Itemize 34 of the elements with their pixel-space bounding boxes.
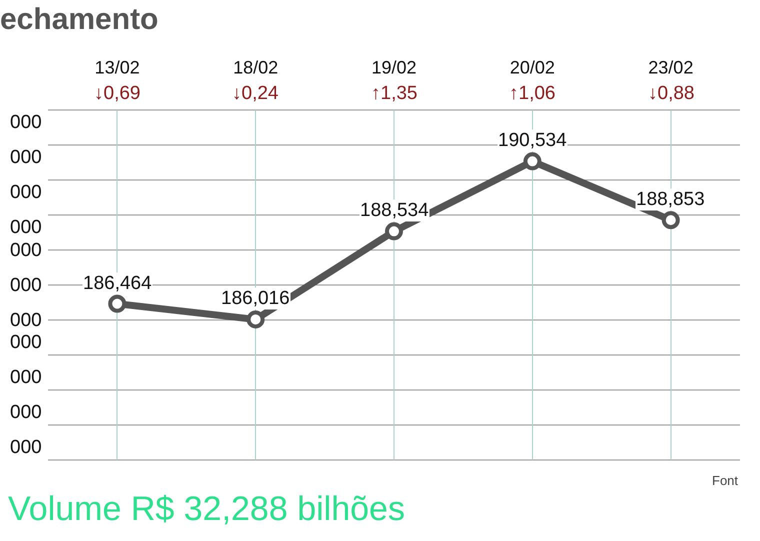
x-tick-label: 20/02 bbox=[510, 57, 555, 78]
x-tick-label: 19/02 bbox=[371, 57, 417, 78]
x-tick-label: 23/02 bbox=[648, 57, 694, 78]
text: 000 bbox=[10, 217, 42, 238]
text: ↓0,69 bbox=[94, 83, 140, 104]
point bbox=[662, 211, 680, 230]
point bbox=[385, 222, 403, 240]
text: Font bbox=[712, 473, 738, 488]
data-label: 188,534 bbox=[360, 200, 430, 221]
text: 000 bbox=[10, 240, 42, 261]
text: 000 bbox=[10, 437, 42, 458]
text: Volume R$ 32,288 bilhões bbox=[8, 490, 405, 528]
text: ↓0,24 bbox=[232, 83, 279, 104]
data-label: 188,853 bbox=[636, 189, 705, 210]
text: ↑1,06 bbox=[509, 83, 556, 104]
text: 000 bbox=[10, 402, 42, 423]
x-tick-label: 13/02 bbox=[94, 57, 140, 78]
x-tick-label: 18/02 bbox=[233, 57, 278, 78]
point bbox=[523, 152, 542, 170]
text: 000 bbox=[10, 112, 42, 133]
text: 000 bbox=[10, 367, 42, 388]
text: 000 bbox=[10, 332, 42, 353]
text: 000 bbox=[10, 310, 42, 331]
point bbox=[246, 310, 265, 328]
text: 000 bbox=[10, 275, 42, 296]
text: ↑1,35 bbox=[371, 83, 418, 104]
chart-title: echamento bbox=[0, 3, 158, 36]
data-label: 186,464 bbox=[83, 273, 152, 294]
text: ↓0,88 bbox=[648, 83, 694, 104]
data-label: 190,534 bbox=[498, 130, 568, 151]
data-label: 186,016 bbox=[221, 288, 290, 309]
point bbox=[108, 294, 126, 313]
text: 000 bbox=[10, 147, 42, 168]
text: 000 bbox=[10, 182, 42, 203]
